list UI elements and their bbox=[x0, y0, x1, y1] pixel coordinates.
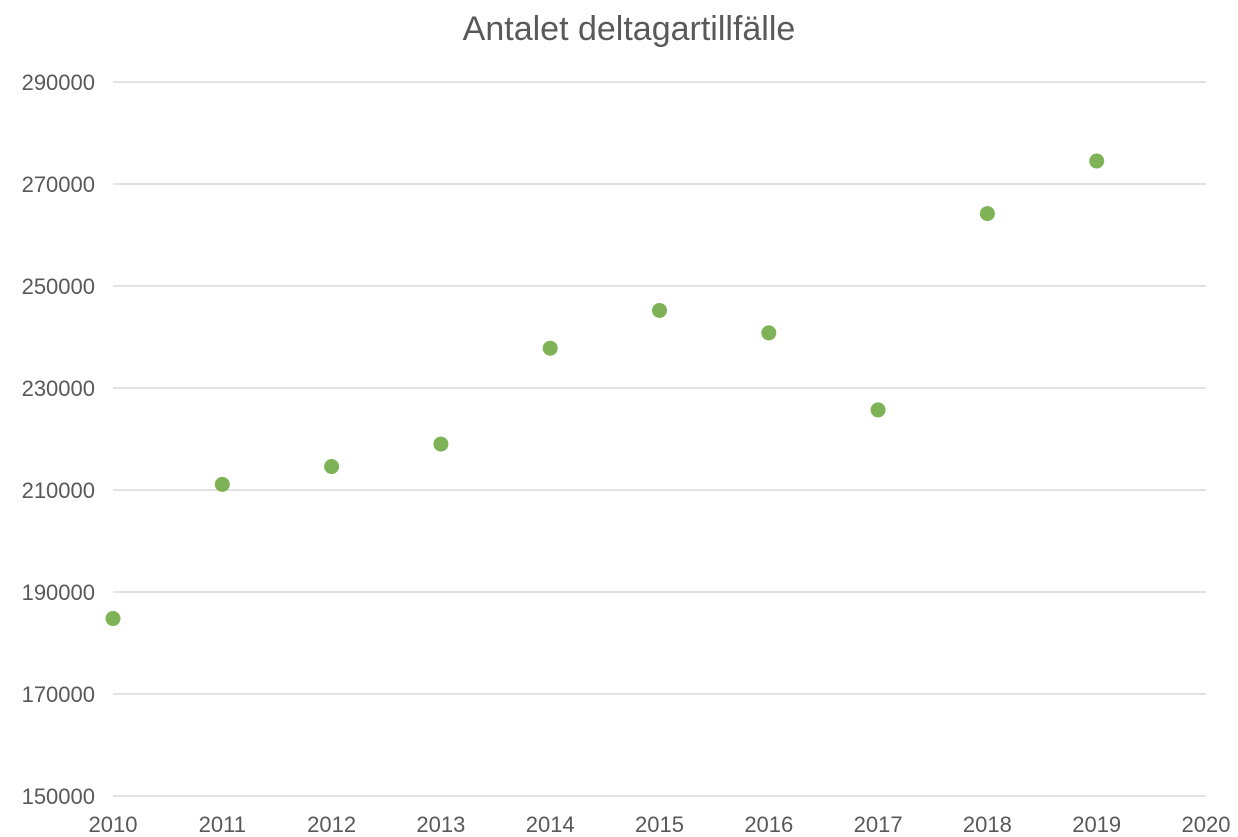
data-points bbox=[105, 153, 1105, 627]
data-point-2014 bbox=[542, 340, 558, 356]
x-axis-tick-labels: 2010 2011 2012 2013 2014 2015 2016 2017 2018 2019… bbox=[89, 812, 1231, 837]
data-point-2016 bbox=[761, 325, 777, 341]
data-point-2019 bbox=[1089, 153, 1105, 169]
y-tick-label: 170000 bbox=[22, 682, 95, 707]
y-tick-label: 250000 bbox=[22, 274, 95, 299]
x-tick-label: 2011 bbox=[199, 812, 246, 837]
x-tick-label: 2013 bbox=[416, 812, 465, 837]
chart-title: Antalet deltagartillfälle bbox=[463, 10, 796, 48]
x-tick-label: 2020 bbox=[1182, 812, 1231, 837]
y-tick-label: 270000 bbox=[22, 172, 95, 197]
x-tick-label: 2015 bbox=[635, 812, 684, 837]
data-point-2017 bbox=[870, 402, 886, 418]
x-tick-label: 2012 bbox=[307, 812, 356, 837]
gridlines bbox=[113, 81, 1206, 797]
y-tick-label: 150000 bbox=[22, 784, 95, 809]
data-point-2018 bbox=[979, 206, 995, 222]
x-tick-label: 2019 bbox=[1072, 812, 1121, 837]
data-point-2012 bbox=[324, 459, 340, 475]
x-tick-label: 2016 bbox=[744, 812, 793, 837]
x-tick-label: 2014 bbox=[526, 812, 575, 837]
x-tick-label: 2017 bbox=[854, 812, 903, 837]
y-tick-label: 190000 bbox=[22, 580, 95, 605]
data-point-2010 bbox=[105, 611, 121, 627]
data-point-2013 bbox=[433, 436, 449, 452]
data-point-2015 bbox=[652, 302, 667, 318]
y-tick-label: 210000 bbox=[22, 478, 95, 503]
y-axis-tick-labels: 150000 170000 190000 210000 230000 250000 2700… bbox=[22, 70, 95, 809]
x-tick-label: 2010 bbox=[89, 812, 138, 837]
y-tick-label: 230000 bbox=[22, 376, 95, 401]
y-tick-label: 290000 bbox=[22, 70, 95, 95]
x-tick-label: 2018 bbox=[963, 812, 1012, 837]
data-point-2011 bbox=[214, 476, 230, 492]
